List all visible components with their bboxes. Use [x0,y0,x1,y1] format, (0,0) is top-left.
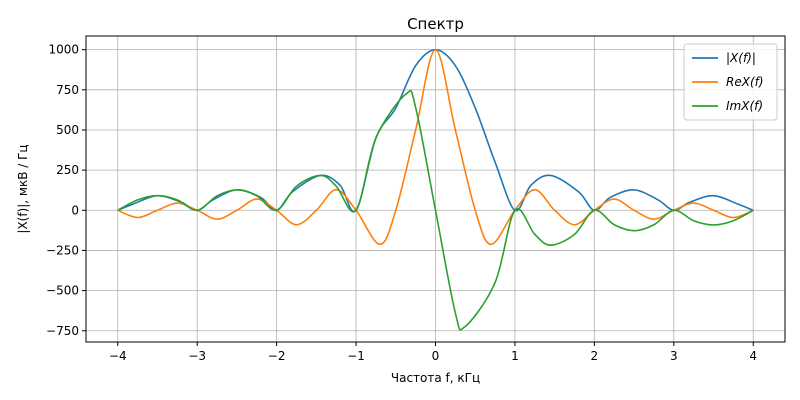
series-lines [117,48,754,331]
legend-box [683,43,778,121]
x-tick-label: 3 [670,349,678,363]
x-tick-label: 2 [591,349,599,363]
y-tick-label: −250 [46,243,79,257]
y-tick-label: −750 [46,324,79,338]
x-tick-label: −4 [109,349,127,363]
y-axis-label: |X(f)|, мкВ / Гц [16,144,30,233]
x-tick-label: 0 [432,349,440,363]
x-axis-label: Частота f, кГц [391,371,480,385]
series-line-rex-f [117,48,754,246]
y-tick-label: 750 [56,83,79,97]
y-tick-label: 500 [56,123,79,137]
series-line-imx-f [117,89,754,331]
x-tick-label: −3 [188,349,206,363]
legend: |X(f)| ReX(f) ImX(f) [683,43,778,121]
legend-label-rex-f: ReX(f) [726,75,764,89]
y-tick-label: 0 [71,203,79,217]
y-tick-label: 250 [56,163,79,177]
legend-label-imx-f: ImX(f) [726,99,763,113]
x-tick-label: 4 [749,349,757,363]
y-tick-label: −500 [46,284,79,298]
legend-label-x-f: |X(f)| [726,51,756,65]
x-tick-label: −2 [268,349,286,363]
x-tick-label: −1 [347,349,365,363]
x-tick-label: 1 [511,349,519,363]
y-tick-label: 1000 [48,43,79,57]
chart-title: Спектр [407,15,464,33]
axis-ticks: −4 −3 −2 −1 0 1 2 3 4 −750 −500 −250 0 250 500 750 1000 [46,43,757,363]
